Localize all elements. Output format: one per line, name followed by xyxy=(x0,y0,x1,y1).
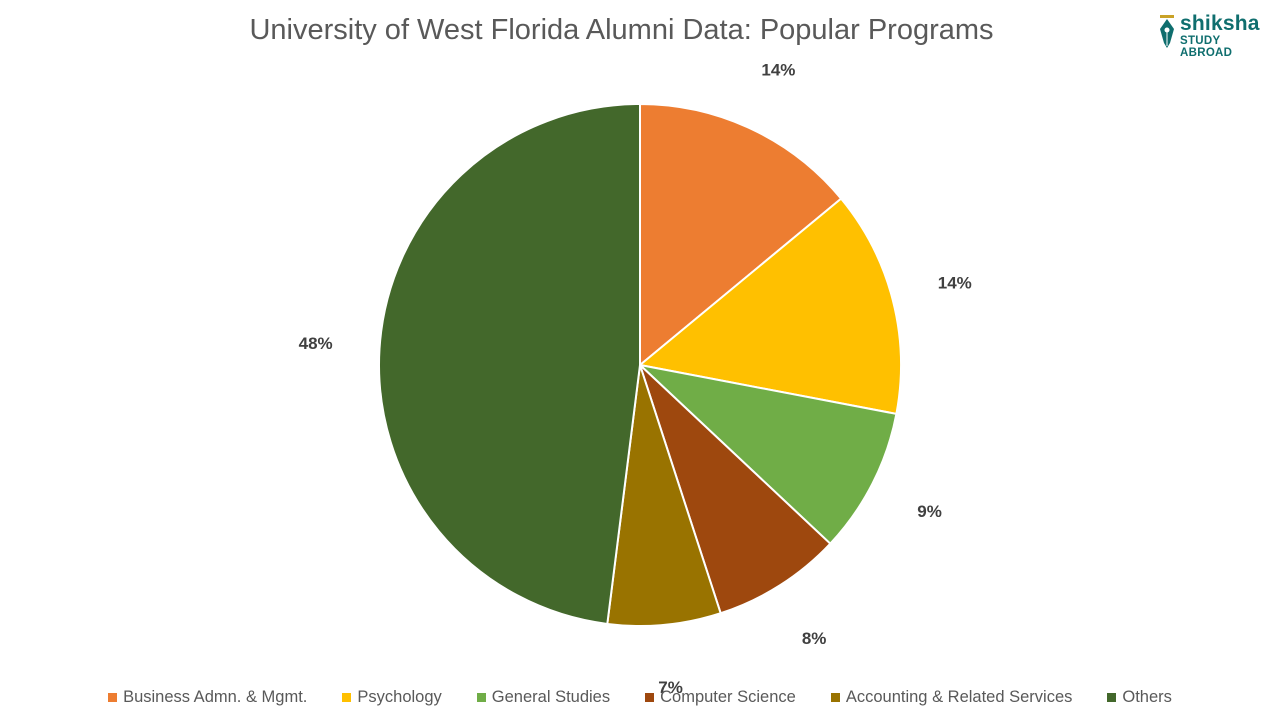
legend-swatch-0 xyxy=(108,692,118,702)
data-label-3: 8% xyxy=(802,629,827,648)
legend-swatch-2 xyxy=(476,692,486,702)
chart-title: University of West Florida Alumni Data: … xyxy=(249,14,994,46)
legend-label-0: Business Admn. & Mgmt. xyxy=(123,687,308,706)
pie-slice-4 xyxy=(606,364,722,627)
shiksha-logo: shiksha STUDY ABROAD xyxy=(1158,12,1270,59)
pie-slice-5 xyxy=(378,102,641,626)
legend-item-4: Accounting & Related Services xyxy=(830,687,1073,707)
legend-label-3: Computer Science xyxy=(660,687,796,706)
data-label-2: 9% xyxy=(917,502,942,521)
pie-slice-1 xyxy=(637,197,902,416)
data-label-5: 48% xyxy=(299,334,333,353)
legend-swatch-4 xyxy=(830,692,840,702)
pie-slice-2 xyxy=(636,363,898,546)
legend-swatch-3 xyxy=(645,692,655,702)
logo-tagline: STUDY ABROAD xyxy=(1180,35,1233,59)
data-label-4: 7% xyxy=(658,678,683,697)
legend-label-2: General Studies xyxy=(491,687,611,706)
data-label-1: 14% xyxy=(938,274,972,293)
legend-item-5: Others xyxy=(1107,688,1172,707)
pie-slice-3 xyxy=(639,364,832,615)
legend-label-4: Accounting & Related Services xyxy=(845,687,1073,706)
legend-swatch-5 xyxy=(1107,692,1117,702)
pie-slice-0 xyxy=(639,102,843,368)
legend-swatch-1 xyxy=(342,692,352,702)
chart-legend: Business Admn. & Mgmt. Psychology General … xyxy=(0,686,1280,708)
legend-item-2: General Studies xyxy=(476,687,611,707)
legend-item-1: Psychology xyxy=(342,687,442,707)
data-label-0: 14% xyxy=(761,60,795,79)
logo-wordmark: shiksha xyxy=(1180,12,1260,35)
legend-label-5: Others xyxy=(1122,687,1172,706)
legend-label-1: Psychology xyxy=(357,687,442,706)
legend-item-0: Business Admn. & Mgmt. xyxy=(108,688,307,707)
legend-item-3: Computer Science xyxy=(645,688,796,707)
pen-nib-icon xyxy=(1160,15,1174,48)
